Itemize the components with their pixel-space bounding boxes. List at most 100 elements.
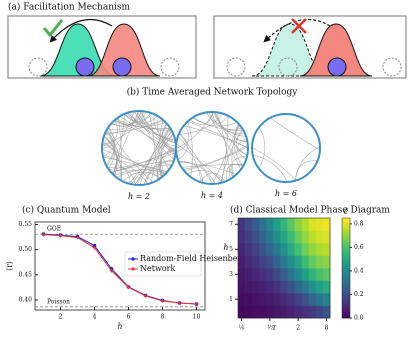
point xyxy=(194,301,199,307)
network-edge xyxy=(113,110,139,126)
colorbar-step xyxy=(342,256,350,259)
heatmap-cell xyxy=(322,255,331,269)
legend-label: Random-Field Heisenberg xyxy=(140,254,246,263)
network-edge xyxy=(183,125,249,149)
heatmap-cell xyxy=(259,230,267,244)
heatmap-cell xyxy=(287,243,295,256)
colorbar-step xyxy=(342,284,350,287)
network-edge xyxy=(134,123,168,185)
network-edge xyxy=(211,111,229,124)
heatmap-cell xyxy=(238,255,246,269)
network-edge xyxy=(107,127,154,183)
colorbar-step xyxy=(342,234,350,237)
network-edge xyxy=(101,131,114,149)
colorbar-step xyxy=(342,252,350,255)
colorbar-step xyxy=(342,292,350,295)
network-edge xyxy=(200,172,226,183)
heatmap-cell xyxy=(252,218,260,231)
heatmap-cell xyxy=(245,293,253,306)
heatmap-cell xyxy=(280,268,288,281)
heatmap-cell xyxy=(280,218,288,231)
heatmap-cell xyxy=(315,218,324,231)
network-ring xyxy=(175,111,249,185)
heatmap-cell xyxy=(322,243,331,256)
point xyxy=(109,268,114,274)
heatmap-cell xyxy=(245,255,253,269)
series-line xyxy=(43,234,197,305)
network-edge xyxy=(105,163,131,184)
heatmap-cell xyxy=(294,293,303,306)
network-edge xyxy=(102,154,149,184)
heatmap-cell xyxy=(245,305,253,319)
heatmap-cell xyxy=(322,305,331,319)
colorbar-tick-label: 0.2 xyxy=(354,291,364,298)
network-edge xyxy=(102,119,118,145)
x-tick-label: 10 xyxy=(193,314,201,321)
colorbar-step xyxy=(342,272,350,275)
heatmap-cell xyxy=(273,255,281,269)
heatmap-cell xyxy=(266,305,274,319)
heatmap-cell xyxy=(301,255,310,269)
heatmap-cell xyxy=(245,243,253,256)
colorbar-step xyxy=(342,298,350,301)
legend-marker xyxy=(131,257,135,261)
colorbar-step xyxy=(342,222,350,225)
network-edge xyxy=(161,122,176,155)
network-edge xyxy=(107,166,136,185)
heatmap-cell xyxy=(245,280,253,294)
y-tick-label: 1 xyxy=(229,296,233,303)
network-edge xyxy=(105,120,164,134)
heatmap-cell xyxy=(252,305,260,319)
heatmap-cell xyxy=(301,268,310,281)
network-topologies: h = 2 h = 4 h = 6 xyxy=(101,110,321,201)
colorbar-step xyxy=(342,274,350,277)
colorbar-step xyxy=(342,288,350,291)
network-label: h = 6 xyxy=(275,189,297,198)
heatmap-cell xyxy=(322,230,331,244)
network-edge xyxy=(112,110,140,175)
network-edge xyxy=(157,150,176,180)
heatmap-cell xyxy=(315,268,324,281)
colorbar-tick-label: 0.4 xyxy=(354,267,364,274)
heatmap-cell xyxy=(252,243,260,256)
network-edge xyxy=(103,111,135,159)
colorbar-step xyxy=(342,246,350,249)
chart-title: (d) Classical Model Phase Diagram xyxy=(230,205,390,216)
colorbar-step xyxy=(342,250,350,253)
heatmap-cell xyxy=(238,218,246,231)
x-axis-label: h xyxy=(117,322,122,331)
network-edge xyxy=(136,110,176,143)
y-axis-label: ⟨r⟩ xyxy=(5,261,14,271)
network-edge xyxy=(178,113,224,135)
heatmap-cell xyxy=(259,305,267,319)
x-tick-label: 8 xyxy=(325,325,329,332)
network-edge xyxy=(251,147,297,181)
heatmap-cell xyxy=(266,243,274,256)
network-edge xyxy=(114,120,166,127)
colorbar-step xyxy=(342,286,350,289)
heatmap-cell xyxy=(252,280,260,294)
heatmap-cell xyxy=(287,305,295,319)
x-tick-label: ⅛ xyxy=(239,325,245,332)
x-tick-label: 6 xyxy=(127,314,131,321)
colorbar-step xyxy=(342,270,350,273)
heatmap-cell xyxy=(273,268,281,281)
network-edge xyxy=(226,163,244,181)
network-edge xyxy=(116,169,167,178)
heatmap-cell xyxy=(252,268,260,281)
network-edge xyxy=(104,112,152,135)
network-edge xyxy=(252,154,288,183)
heatmap-cell xyxy=(322,280,331,294)
heatmap-cell xyxy=(252,255,260,269)
heatmap-cell xyxy=(273,293,281,306)
heatmap-cell xyxy=(287,293,295,306)
colorbar-step xyxy=(342,218,350,221)
heatmap-cell xyxy=(280,293,288,306)
heatmap-cell xyxy=(273,230,281,244)
heatmap-cell xyxy=(287,230,295,244)
colorbar-step xyxy=(342,316,350,319)
heatmap-cell xyxy=(301,218,310,231)
network-edge xyxy=(258,126,266,169)
colorbar-step xyxy=(342,220,350,223)
point xyxy=(58,233,63,238)
